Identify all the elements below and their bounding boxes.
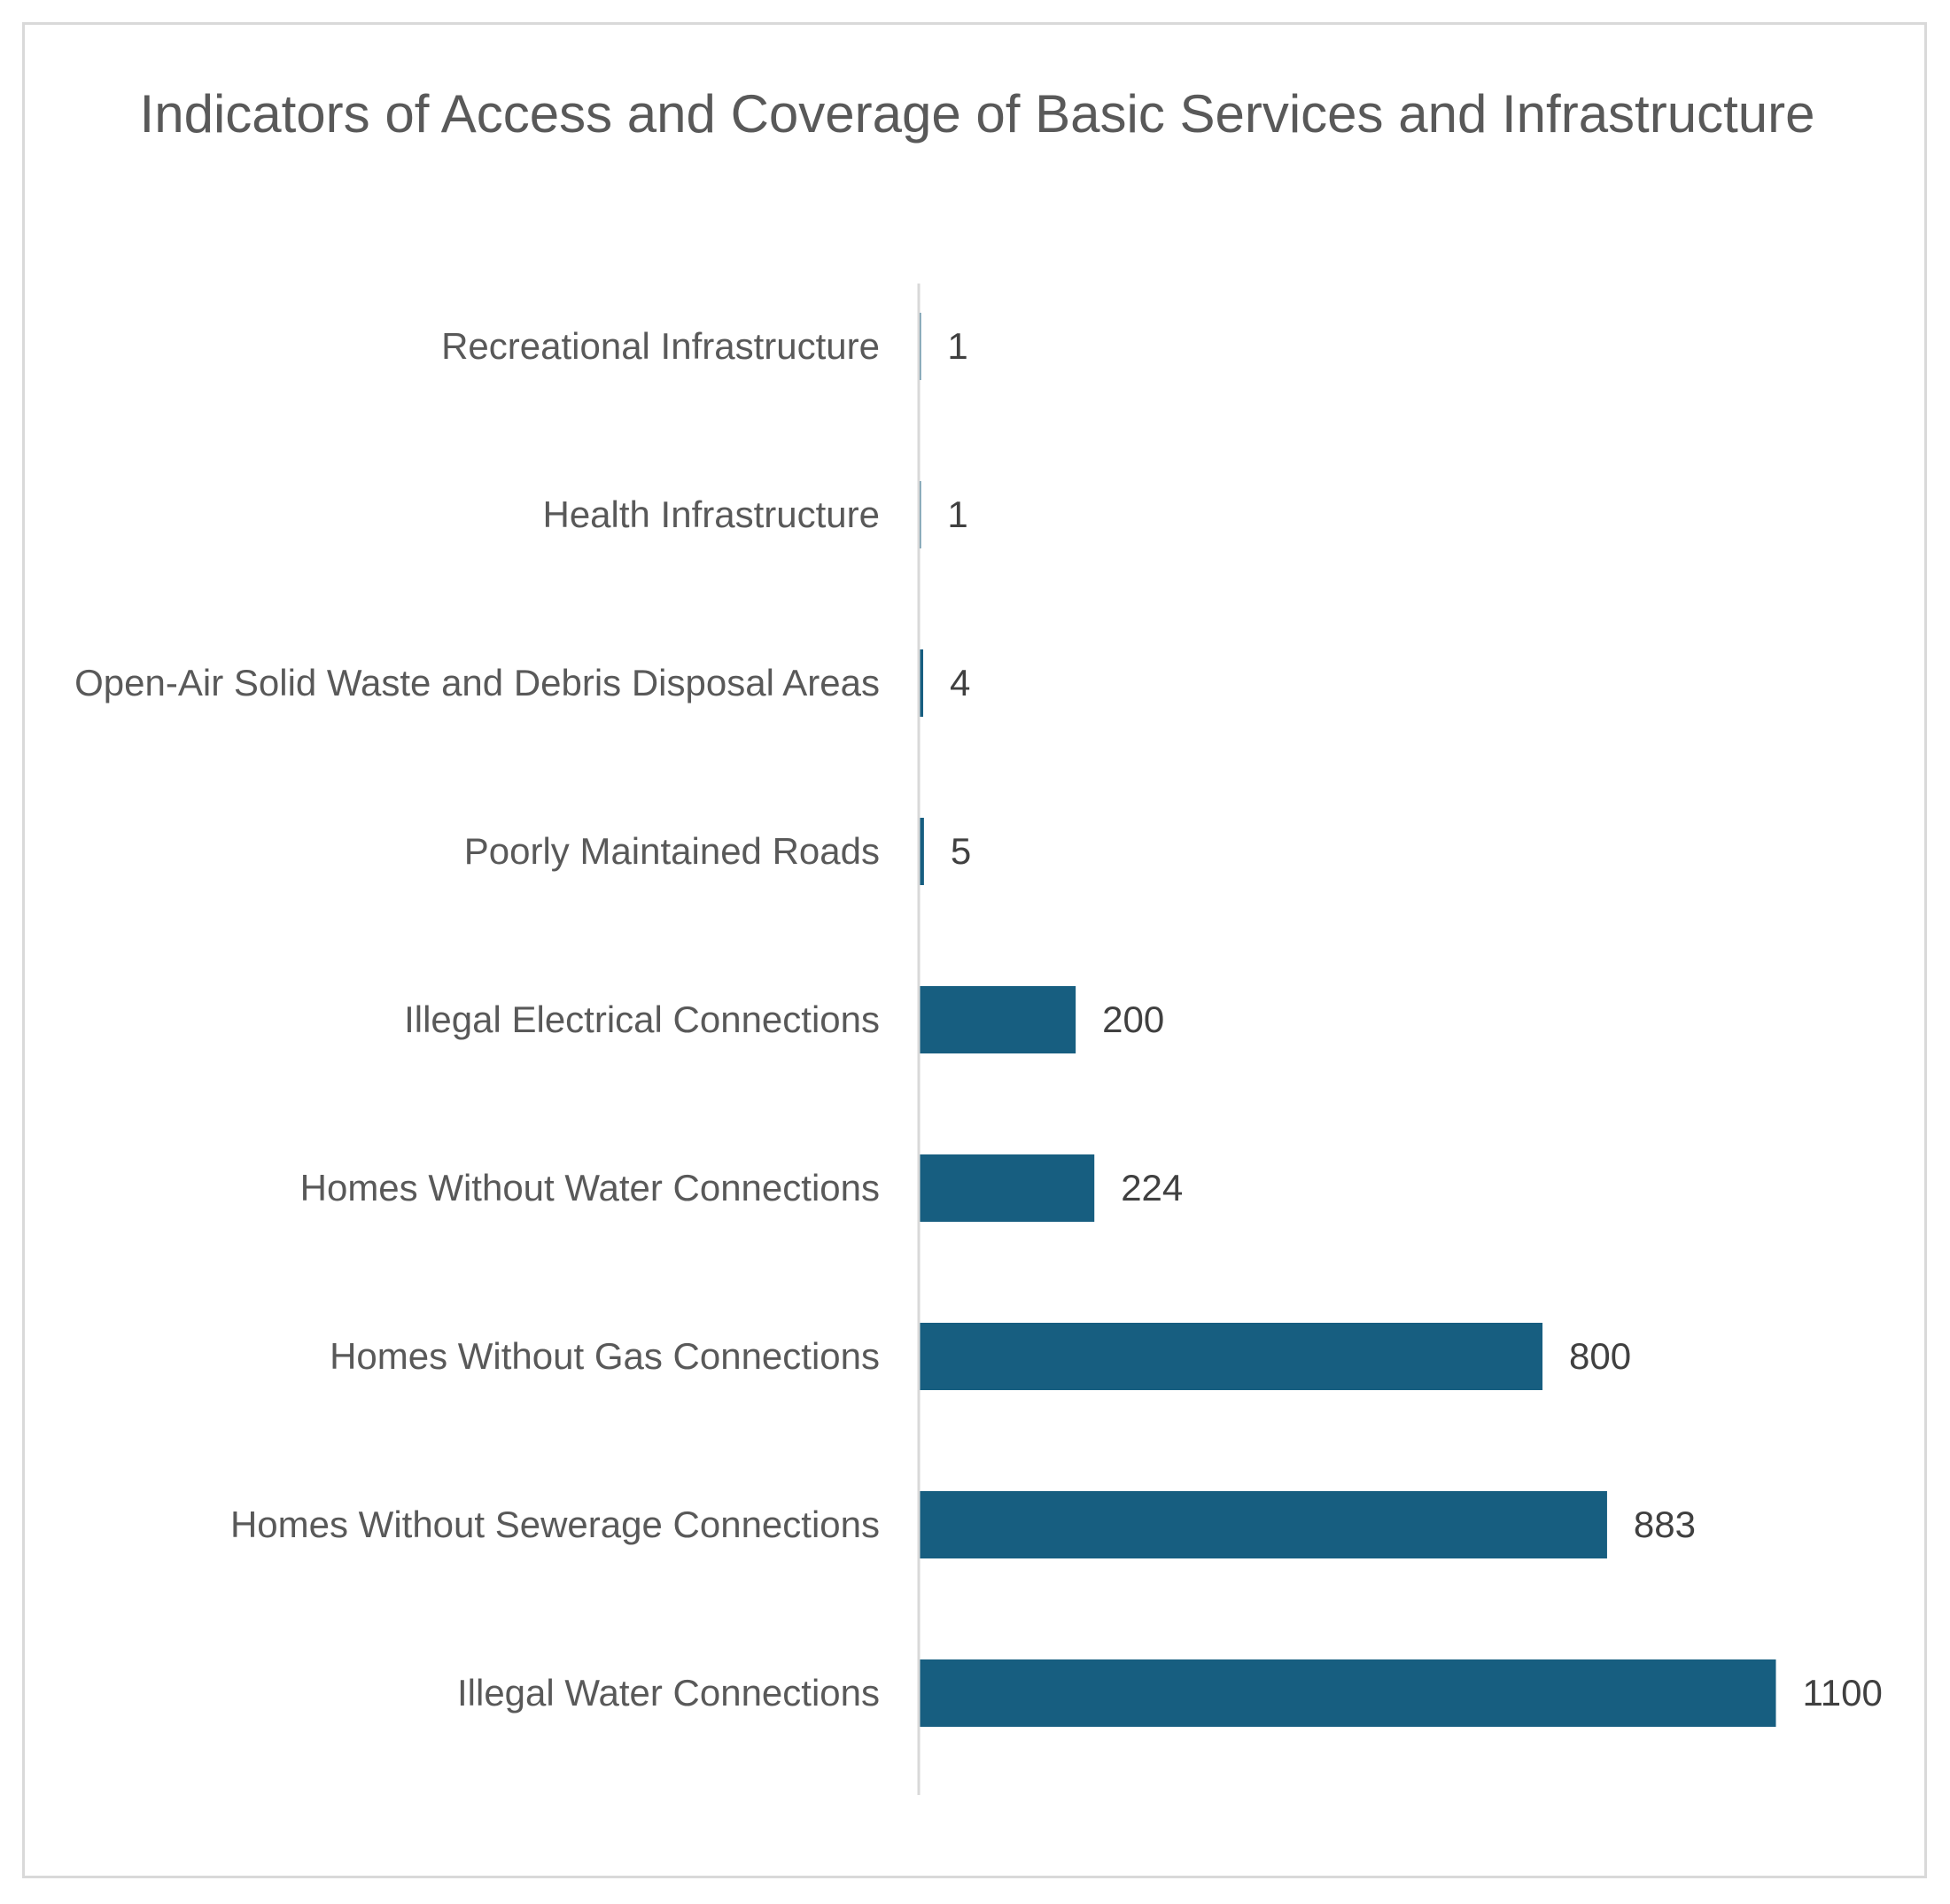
value-label-4: 5 [951,830,971,872]
chart-title: Indicators of Access and Coverage of Bas… [139,84,1815,144]
bar-6 [920,1154,1095,1222]
category-labels-group: Recreational Infrastructure Health Infras… [74,325,880,1714]
bar-9 [920,1659,1776,1727]
value-label-1: 1 [947,325,967,367]
value-label-3: 4 [950,662,970,703]
value-label-9: 1100 [1803,1672,1883,1714]
category-label-3: Open-Air Solid Waste and Debris Disposal… [74,662,880,703]
chart-frame: Indicators of Access and Coverage of Bas… [22,22,1927,1878]
value-label-6: 224 [1121,1167,1183,1208]
category-label-1: Recreational Infrastructure [441,325,880,367]
category-label-4: Poorly Maintained Roads [464,830,880,872]
bar-4 [920,818,924,885]
bar-3 [920,649,924,717]
category-label-9: Illegal Water Connections [457,1672,880,1714]
value-label-5: 200 [1102,999,1164,1040]
bar-8 [920,1491,1607,1558]
category-label-8: Homes Without Sewerage Connections [230,1504,880,1545]
bar-7 [920,1323,1543,1390]
value-label-2: 1 [947,493,967,535]
bar-5 [920,986,1076,1053]
bars-group [920,313,1776,1727]
category-label-2: Health Infrastructure [542,493,880,535]
value-labels-group: 1 1 4 5 200 224 800 883 1100 [947,325,1882,1714]
value-label-7: 800 [1569,1335,1631,1377]
category-label-5: Illegal Electrical Connections [404,999,880,1040]
category-label-6: Homes Without Water Connections [300,1167,880,1208]
bar-chart-plot: Recreational Infrastructure Health Infras… [74,284,1883,1795]
value-label-8: 883 [1634,1504,1696,1545]
category-label-7: Homes Without Gas Connections [330,1335,880,1377]
